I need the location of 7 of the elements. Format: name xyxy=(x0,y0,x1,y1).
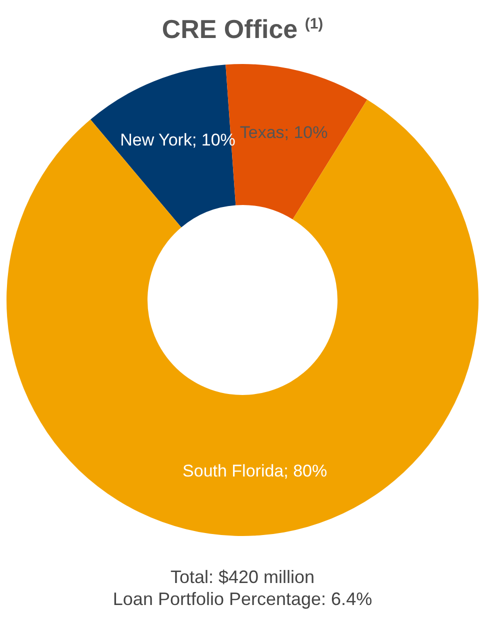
donut-slice xyxy=(90,64,236,228)
donut-slice xyxy=(6,100,478,536)
chart-title: CRE Office $^{(1)}$ xyxy=(160,13,324,46)
slice-label: South Florida; 80% xyxy=(182,462,328,481)
text: Total: $420 million xyxy=(169,566,316,588)
slice-label: Texas; 10% xyxy=(240,123,328,142)
text: Loan Portfolio Percentage: 6.4% xyxy=(112,588,374,610)
